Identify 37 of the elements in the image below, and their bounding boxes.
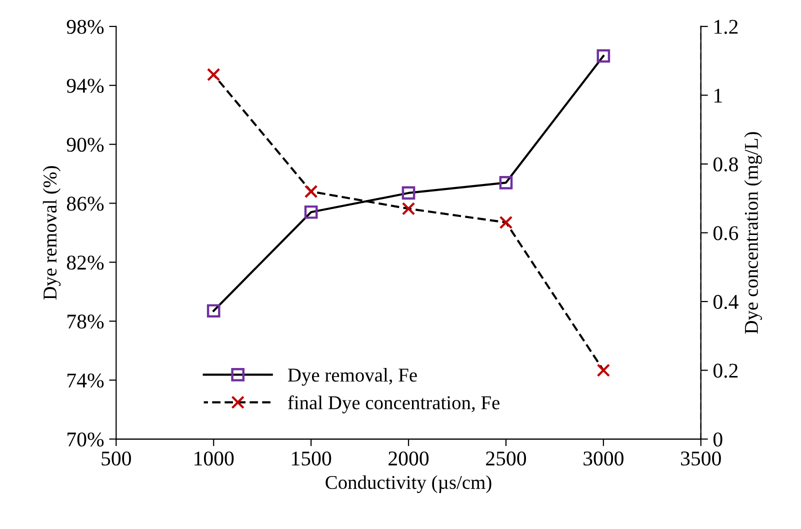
point <box>206 68 220 82</box>
y2-tick-label: 0.4 <box>713 294 738 310</box>
y-tick-label: 82% <box>66 256 104 270</box>
y-tick-label: 70% <box>68 432 104 447</box>
point <box>402 186 416 200</box>
y2-axis-title: Dye concentration (mg/L) <box>744 132 762 334</box>
x-tick-label: 1500 <box>292 451 332 466</box>
y-tick-label: 98% <box>66 20 104 34</box>
y2-tick-label: 1.2 <box>714 20 738 34</box>
legend-label: final Dye concentration, Fe <box>288 395 500 414</box>
point <box>304 184 318 198</box>
x-tick-label: 1000 <box>194 451 234 466</box>
point <box>499 216 513 230</box>
y-tick-label: 74% <box>68 374 104 388</box>
x-tick-label: 3000 <box>584 451 624 466</box>
point <box>596 49 610 63</box>
y-axis-title: Dye removal (%) <box>42 166 61 300</box>
y2-tick-label: 0.8 <box>713 157 738 172</box>
x-axis-title: Conductivity (µs/cm) <box>326 475 492 494</box>
point <box>596 364 610 377</box>
point <box>402 202 416 216</box>
y2-tick-label: 0 <box>713 432 722 447</box>
point <box>499 176 513 190</box>
y2-tick-label: 0.6 <box>713 226 738 240</box>
y2-tick-label: 1 <box>714 88 722 102</box>
x-tick-label: 3500 <box>681 451 721 466</box>
y-tick-label: 78% <box>68 314 104 329</box>
y2-tick-label: 0.2 <box>713 364 738 378</box>
point <box>206 304 220 318</box>
legend-label: Dye removal, Fe <box>288 368 417 386</box>
x-tick-label: 2000 <box>388 451 429 466</box>
x-tick-label: 2500 <box>486 451 526 466</box>
point <box>304 205 318 219</box>
y-tick-label: 86% <box>66 196 104 211</box>
x-tick-label: 500 <box>102 451 131 466</box>
y-tick-label: 94% <box>66 78 104 93</box>
y-tick-label: 90% <box>66 138 104 152</box>
